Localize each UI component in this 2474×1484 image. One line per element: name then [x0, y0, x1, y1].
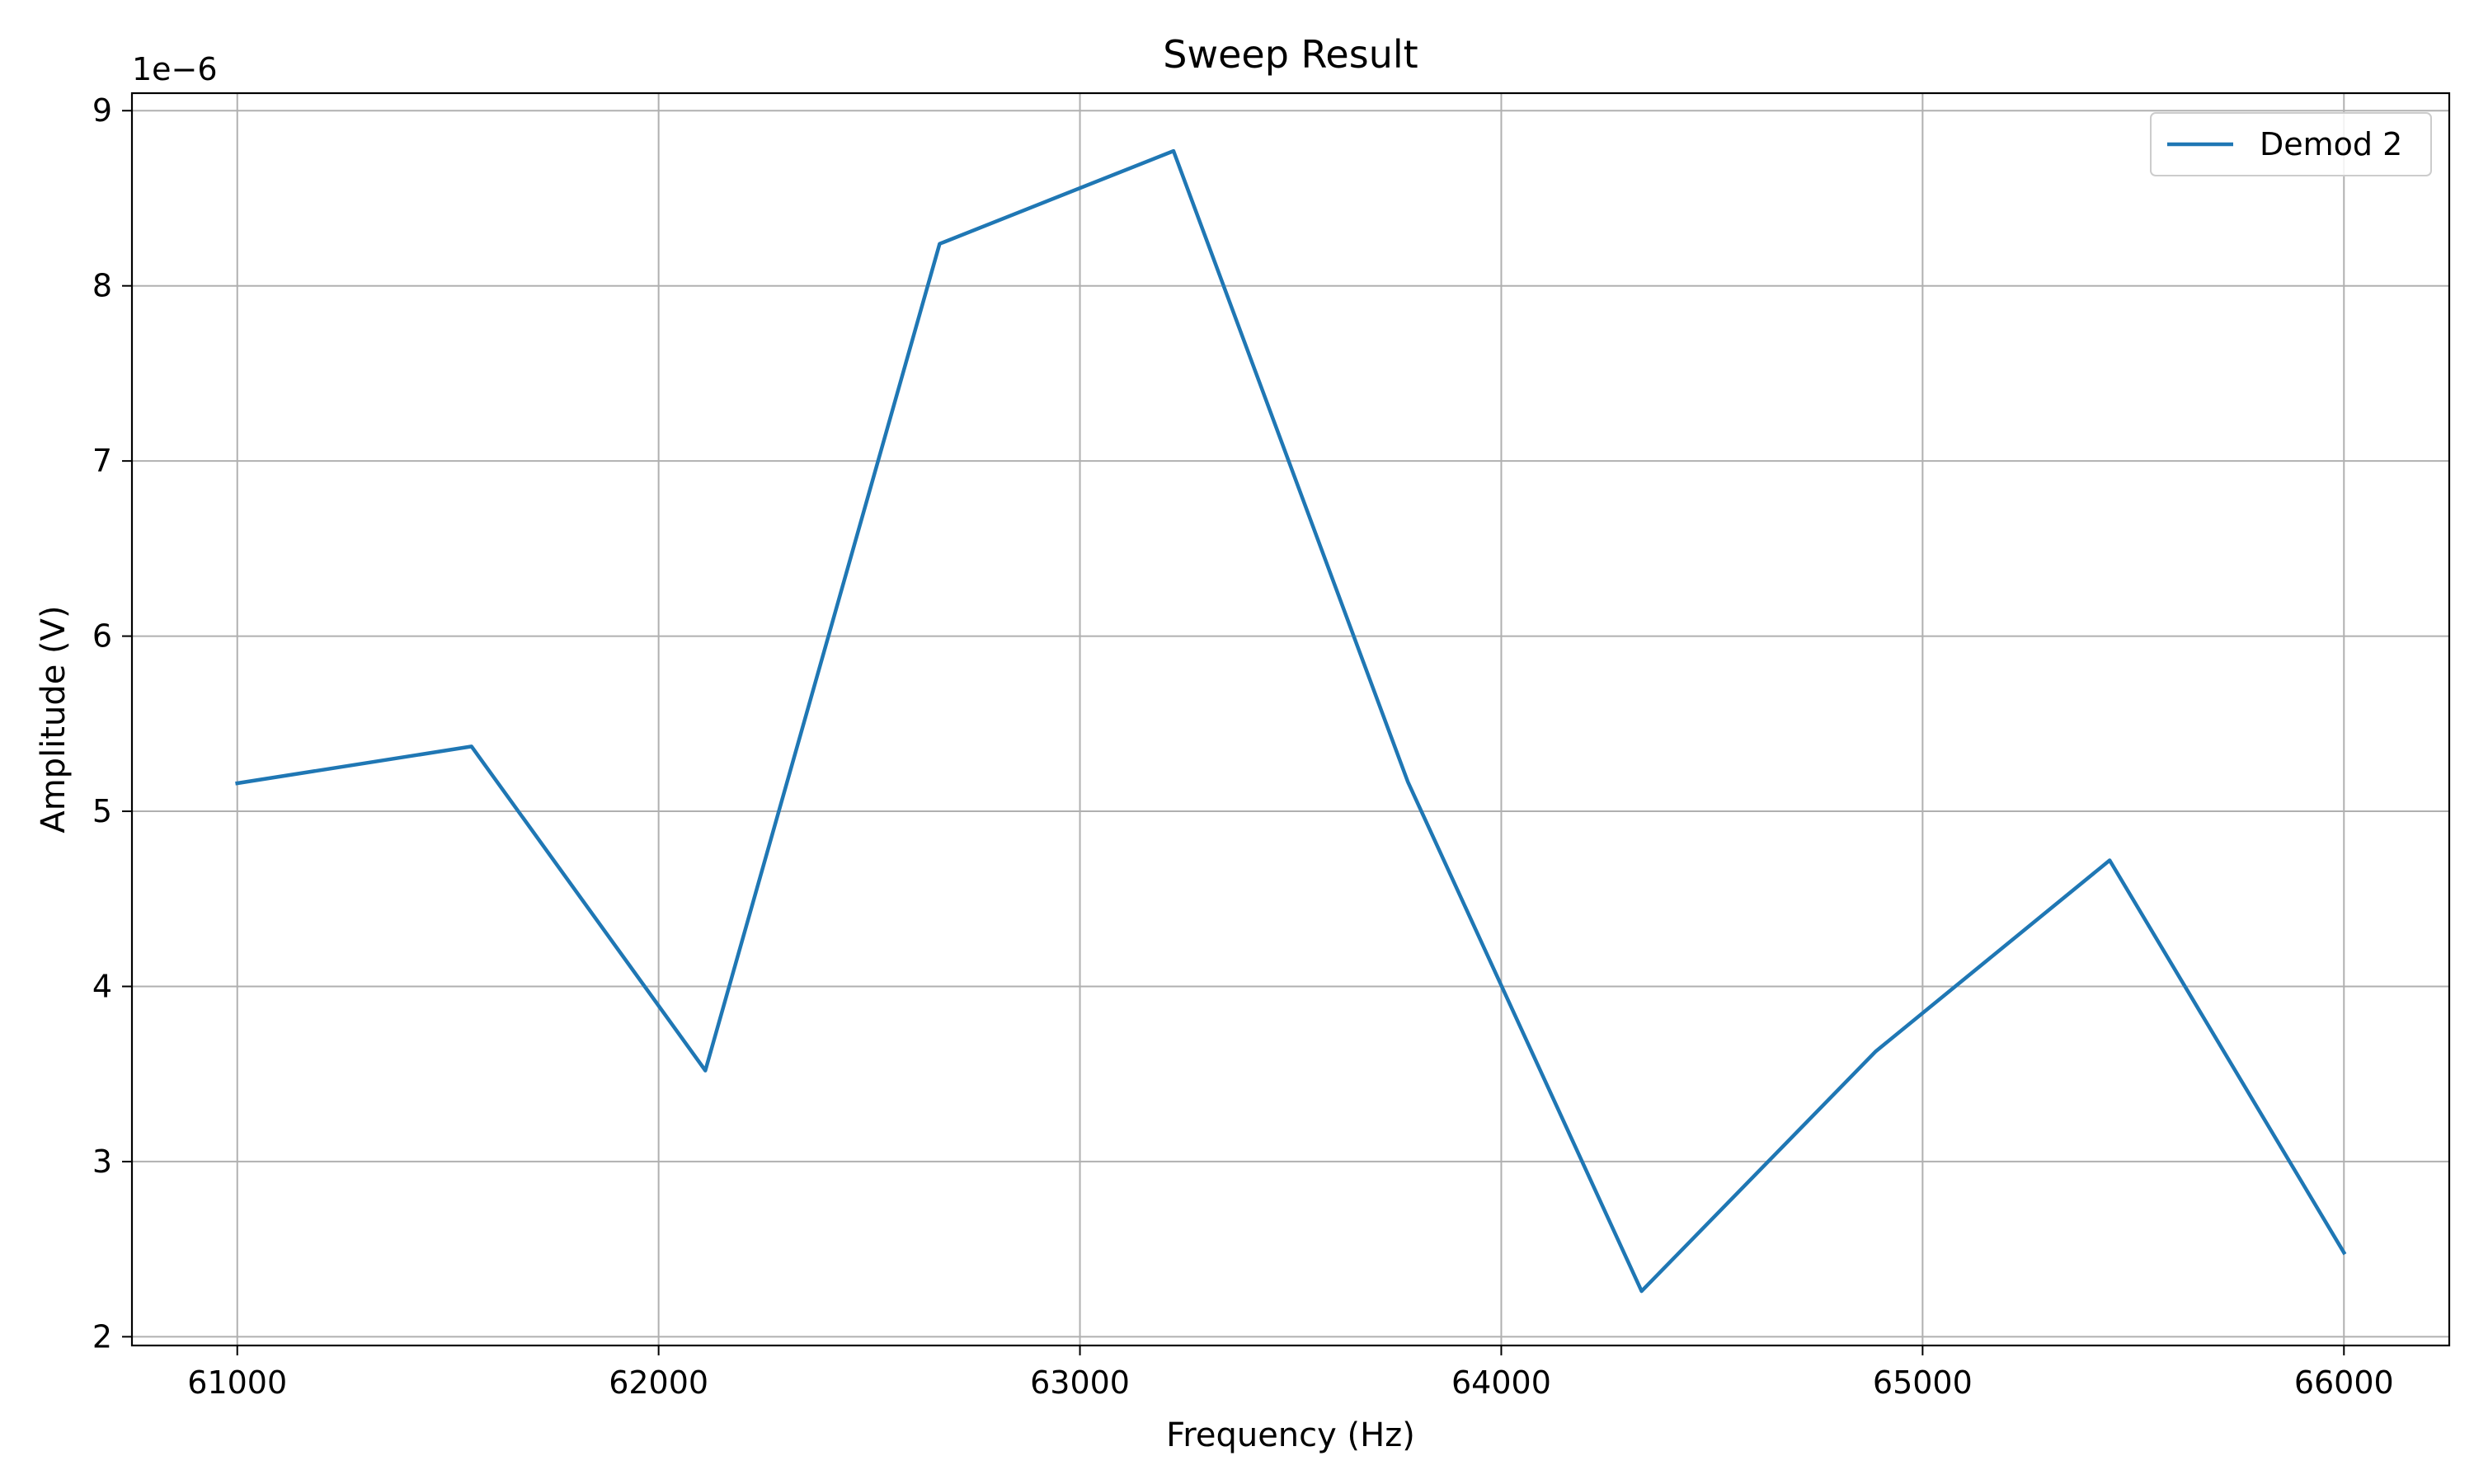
y-tick-label: 4: [92, 968, 112, 1004]
y-tick-label: 3: [92, 1144, 112, 1180]
grid-lines: [132, 93, 2449, 1345]
y-axis-label: Amplitude (V): [35, 605, 73, 833]
legend: Demod 2: [2150, 112, 2432, 176]
y-tick-label: 8: [92, 268, 112, 304]
x-tick-label: 64000: [1451, 1364, 1551, 1401]
series-layer: [235, 148, 2347, 1294]
y-tick-label: 2: [92, 1318, 112, 1355]
x-tick-label: 65000: [1873, 1364, 1973, 1401]
legend-box: [2150, 112, 2432, 176]
x-tick-label: 61000: [187, 1364, 287, 1401]
chart-title: Sweep Result: [1163, 32, 1418, 77]
x-axis-ticks: 61000 62000 63000 64000 65000 66000: [187, 1345, 2394, 1401]
y-tick-label: 7: [92, 443, 112, 479]
y-axis-ticks: 2 3 4 5 6 7 8 9: [92, 92, 132, 1355]
y-tick-label: 9: [92, 92, 112, 129]
plot-frame: [130, 92, 2451, 1347]
y-axis-offset-label: 1e−6: [132, 51, 218, 87]
legend-label: Demod 2: [2260, 126, 2402, 162]
x-axis-label: Frequency (Hz): [1166, 1416, 1415, 1454]
x-tick-label: 62000: [609, 1364, 708, 1401]
x-tick-label: 63000: [1030, 1364, 1130, 1401]
x-tick-label: 66000: [2294, 1364, 2394, 1401]
y-tick-label: 6: [92, 618, 112, 655]
series-line-demod-2: [235, 148, 2347, 1294]
y-tick-label: 5: [92, 793, 112, 829]
